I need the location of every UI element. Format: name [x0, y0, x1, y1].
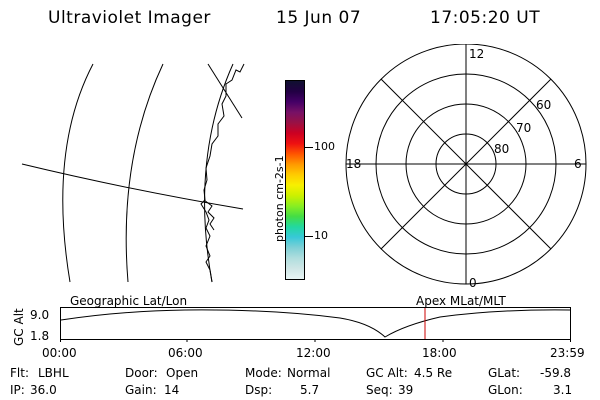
map-arc-2: [125, 63, 164, 283]
glat-value: -59.8: [540, 366, 572, 380]
polar-label-6: 6: [574, 157, 582, 171]
coastline: [200, 63, 245, 283]
ip-label: IP:: [10, 383, 25, 397]
gain-label: Gain:: [125, 383, 157, 397]
polar-label-80: 80: [494, 142, 509, 156]
timeline-left-label: Geographic Lat/Lon: [70, 294, 188, 308]
timeline-chart: [60, 307, 571, 342]
x-tick-label-12: 12:00: [296, 346, 331, 360]
polar-label-70: 70: [516, 121, 531, 135]
glon-value: 3.1: [553, 383, 573, 397]
polar-diag-2: [380, 78, 552, 250]
x-tick-label-0: 00:00: [42, 346, 77, 360]
dsp-value: 5.7: [300, 383, 320, 397]
gcalt-label: GC Alt:: [366, 366, 408, 380]
time-label: 17:05:20 UT: [430, 8, 541, 28]
polar-label-12: 12: [469, 47, 484, 61]
mode-label: Mode:: [245, 366, 282, 380]
door-label: Door:: [125, 366, 158, 380]
polar-label-0: 0: [469, 276, 477, 290]
seq-value: 39: [398, 383, 414, 397]
map-diagonal: [207, 63, 243, 119]
ip-value: 36.0: [30, 383, 57, 397]
timeline-y-min: 1.8: [30, 329, 50, 343]
colorbar-gradient: [286, 81, 304, 279]
altitude-curve: [60, 309, 571, 338]
mode-value: Normal: [287, 366, 331, 380]
x-tick-label-18: 18:00: [422, 346, 457, 360]
x-tick-label-24: 23:59: [550, 346, 585, 360]
colorbar-tick-10: [305, 236, 313, 237]
timeline-y-max: 9.0: [30, 308, 50, 322]
glat-label: GLat:: [488, 366, 521, 380]
dsp-label: Dsp:: [245, 383, 273, 397]
door-value: Open: [166, 366, 199, 380]
x-tick-label-6: 06:00: [168, 346, 203, 360]
colorbar-units-label: photon cm-2s-1: [273, 155, 286, 242]
polar-plot: 12 18 6 0 60 70 80: [345, 44, 587, 290]
timeline-y-axis-label: GC Alt: [12, 308, 26, 346]
coastline-detail: [203, 199, 215, 231]
timeline-right-label: Apex MLat/MLT: [416, 294, 506, 308]
flt-label: Flt:: [10, 366, 29, 380]
polar-label-18: 18: [346, 157, 361, 171]
colorbar-tick-100: [305, 147, 313, 148]
instrument-title: Ultraviolet Imager: [48, 8, 211, 28]
gcalt-value: 4.5 Re: [414, 366, 453, 380]
polar-label-60: 60: [536, 98, 551, 112]
map-meridian: [21, 163, 244, 210]
colorbar-label-10: 10: [314, 229, 328, 242]
map-arc-1: [62, 63, 94, 283]
colorbar-label-100: 100: [314, 140, 335, 153]
date-label: 15 Jun 07: [276, 8, 362, 28]
gain-value: 14: [164, 383, 180, 397]
glon-label: GLon:: [488, 383, 523, 397]
colorbar: [285, 80, 305, 280]
flt-value: LBHL: [38, 366, 69, 380]
seq-label: Seq:: [366, 383, 393, 397]
